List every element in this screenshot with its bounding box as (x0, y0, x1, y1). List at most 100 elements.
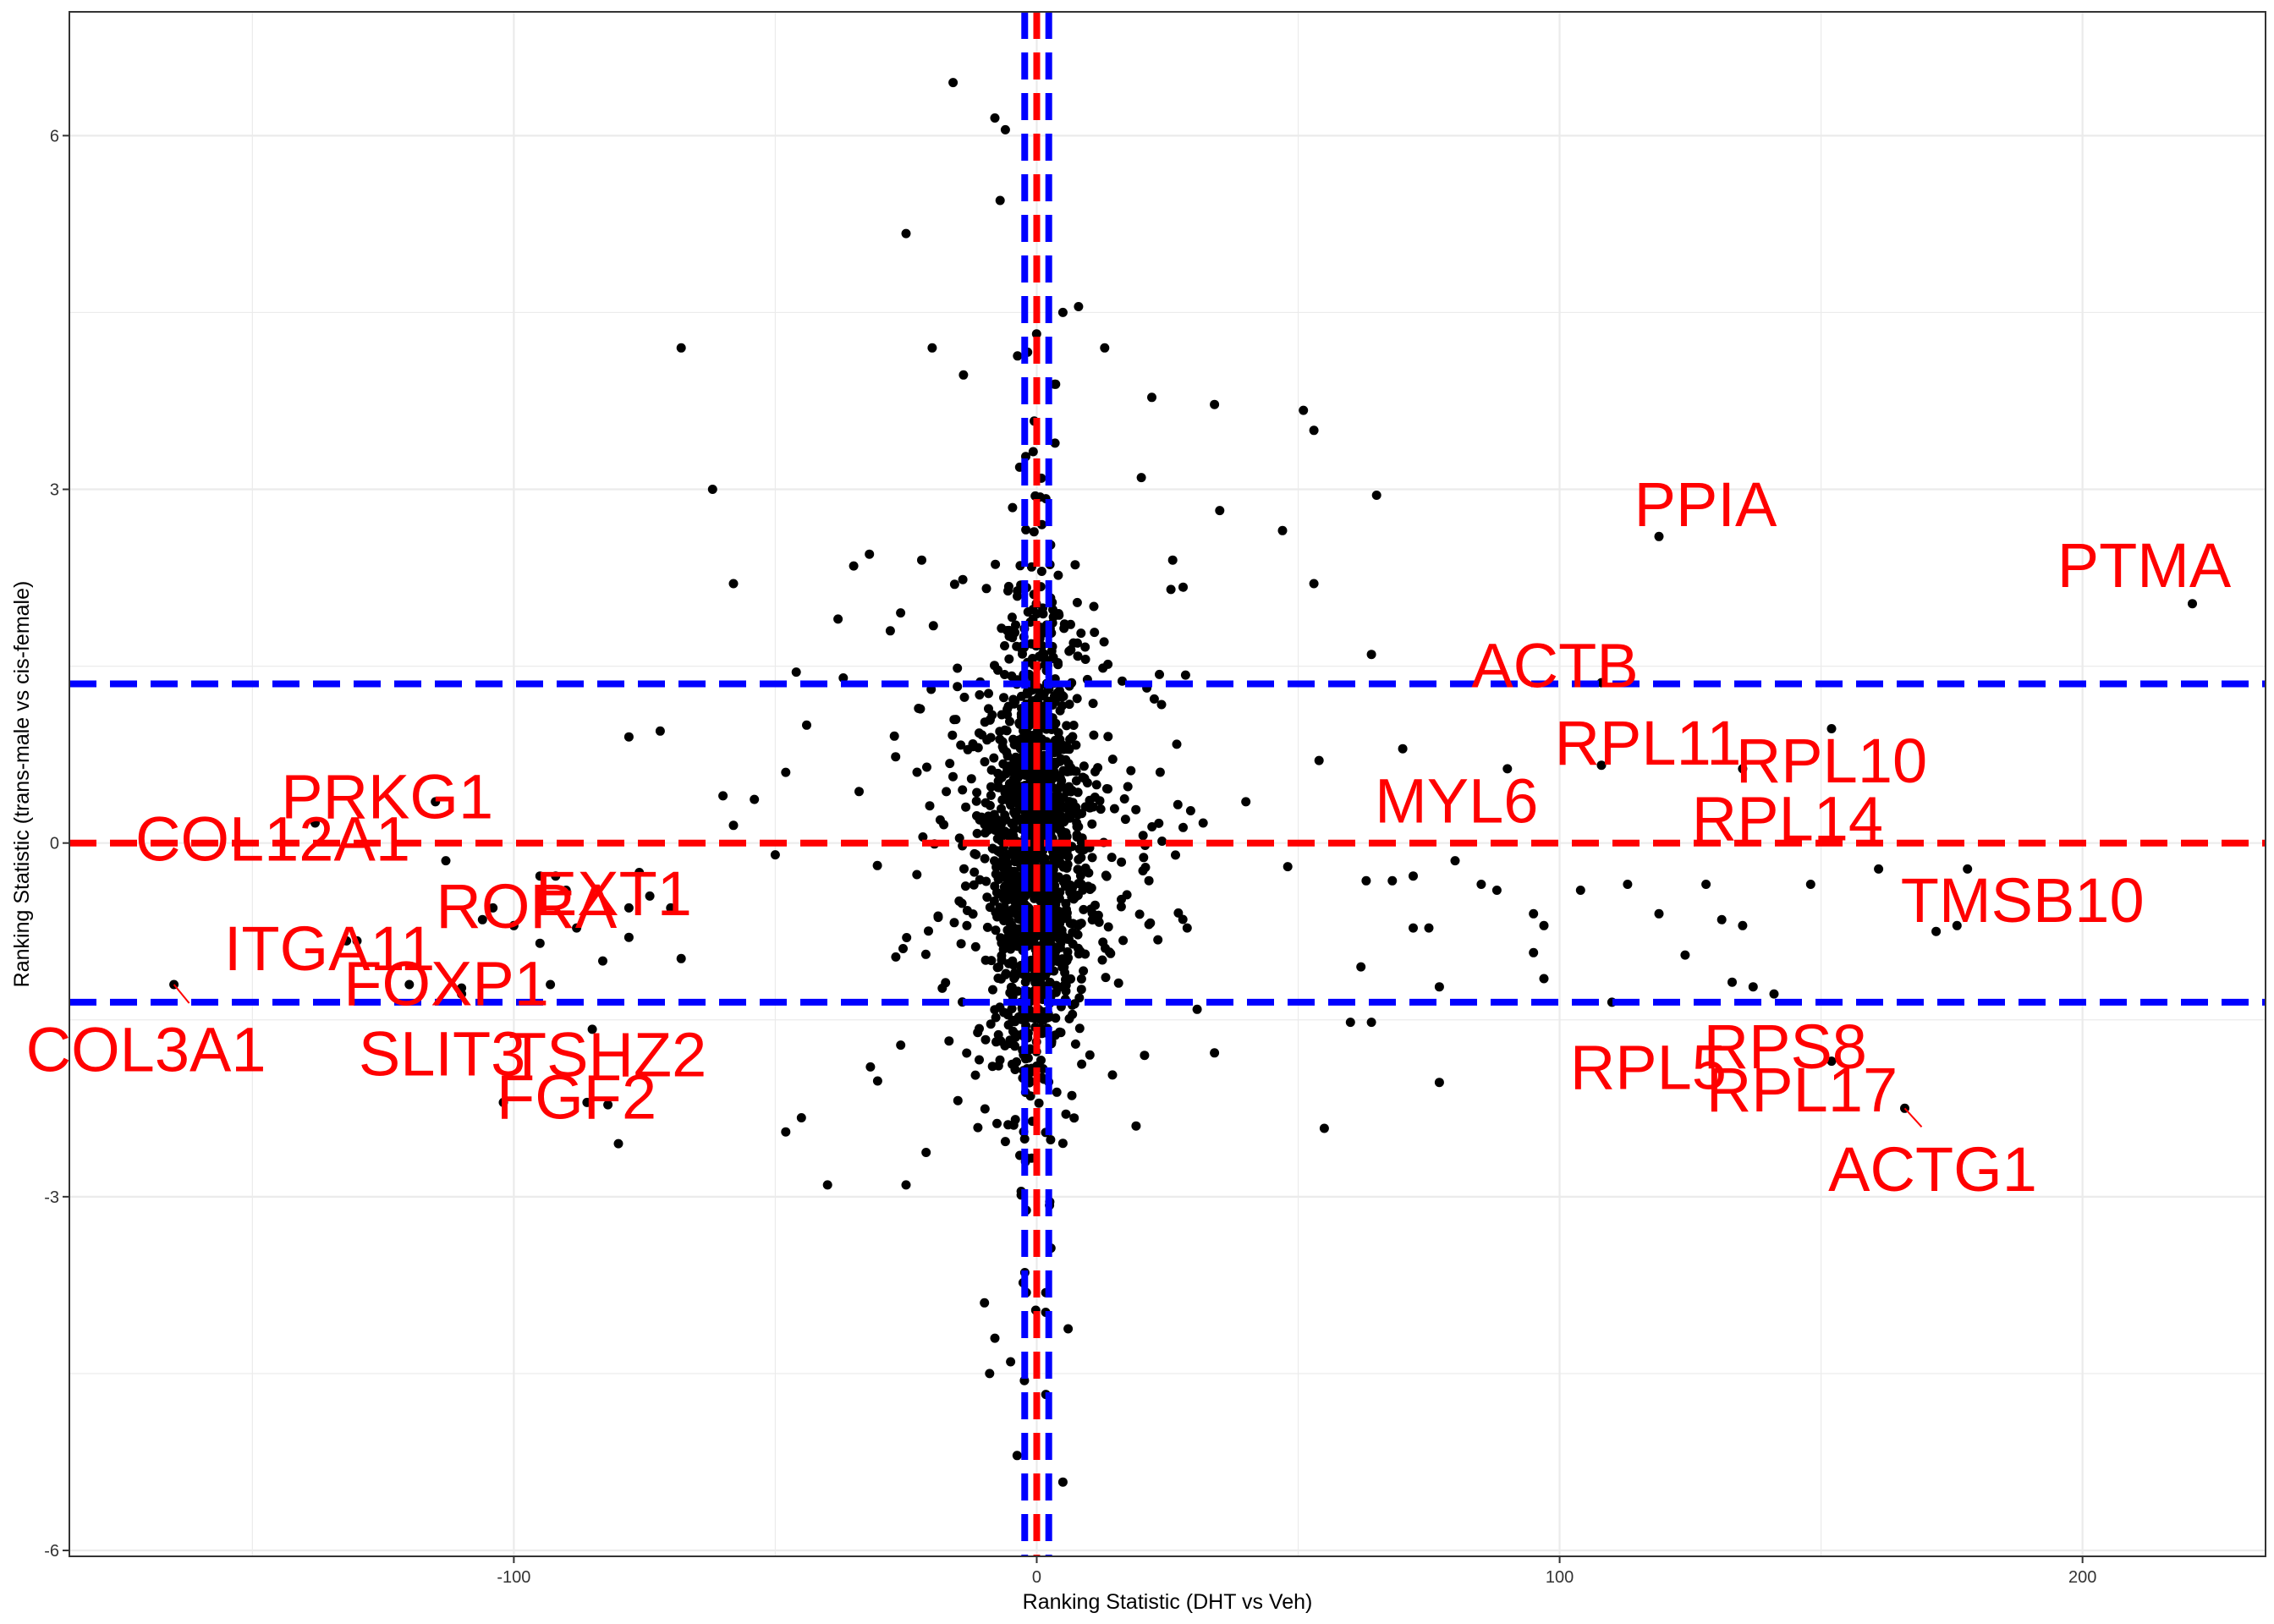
data-point (1085, 1050, 1095, 1060)
data-point (982, 892, 992, 903)
data-point (1173, 799, 1183, 809)
data-point (1049, 691, 1059, 701)
data-point (953, 682, 963, 692)
data-point (1086, 904, 1096, 914)
data-point (1139, 853, 1149, 863)
data-point (959, 864, 969, 874)
data-point (999, 693, 1008, 703)
data-point (1070, 560, 1080, 570)
data-point (676, 343, 686, 353)
data-point (975, 690, 985, 700)
gene-label: RORA (436, 871, 617, 941)
data-point (1087, 853, 1097, 863)
data-point (901, 1180, 911, 1190)
data-point (1055, 705, 1065, 716)
data-point (1155, 767, 1165, 777)
data-point (990, 856, 999, 866)
gene-label: ITGA11 (224, 914, 436, 984)
data-point (986, 732, 996, 743)
data-point (1134, 909, 1145, 919)
data-point (1076, 974, 1086, 984)
data-point (546, 979, 556, 990)
data-point (1210, 399, 1220, 409)
data-point (980, 1104, 990, 1114)
data-point (986, 790, 996, 800)
data-point (613, 1138, 623, 1149)
data-point (1434, 1078, 1444, 1088)
data-point (1073, 930, 1083, 940)
data-point (953, 663, 963, 673)
data-point (1074, 993, 1085, 1003)
data-point (960, 881, 970, 892)
data-point (1063, 852, 1074, 862)
data-point (1046, 1135, 1056, 1144)
data-point (781, 1127, 791, 1137)
data-point (1008, 904, 1018, 914)
data-point (645, 891, 655, 901)
data-point (997, 829, 1007, 838)
data-point (1077, 809, 1087, 819)
data-point (1009, 971, 1019, 981)
data-point (1654, 531, 1664, 541)
data-point (1107, 754, 1118, 765)
gene-label: TMSB10 (1901, 865, 2145, 935)
data-point (781, 767, 791, 777)
data-point (1012, 1030, 1022, 1040)
data-point (1167, 555, 1178, 565)
data-point (1062, 744, 1072, 754)
data-point (959, 692, 969, 702)
data-point (854, 787, 864, 797)
data-point (1409, 923, 1418, 933)
data-point (1028, 447, 1038, 457)
gene-label: ACTB (1471, 631, 1638, 701)
data-point (1066, 787, 1076, 797)
data-point (1185, 806, 1195, 815)
data-point (1079, 966, 1089, 976)
data-point (1387, 875, 1398, 886)
data-point (1008, 960, 1019, 970)
data-point (1701, 880, 1711, 889)
data-point (995, 1002, 1005, 1012)
data-point (1138, 866, 1148, 875)
data-point (1057, 829, 1067, 839)
data-point (1050, 438, 1060, 448)
data-point (917, 555, 926, 565)
data-point (1008, 1120, 1019, 1130)
data-point (973, 1122, 983, 1133)
panel-border (69, 11, 2266, 1557)
data-point (1070, 1039, 1080, 1049)
data-point (1036, 567, 1046, 576)
data-point (891, 952, 901, 962)
data-point (992, 912, 1002, 922)
data-point (770, 850, 780, 860)
data-point (1051, 987, 1061, 997)
data-point (1103, 732, 1113, 742)
data-point (676, 953, 686, 963)
data-point (1093, 910, 1103, 920)
data-point (1005, 919, 1015, 929)
y-tick-label: -6 (44, 1542, 59, 1561)
data-point (981, 584, 991, 594)
data-point (1004, 761, 1014, 771)
data-point (1000, 670, 1009, 679)
data-point (1022, 931, 1032, 941)
gene-label: RPL11 (1555, 708, 1742, 778)
data-point (971, 796, 981, 806)
data-point (902, 933, 912, 942)
data-point (1002, 726, 1012, 736)
data-point (1434, 982, 1444, 992)
data-point (1529, 908, 1539, 919)
data-point (1424, 923, 1434, 933)
data-point (1450, 856, 1460, 866)
data-point (921, 1148, 931, 1157)
data-point (972, 787, 982, 798)
data-point (838, 673, 849, 683)
data-point (1299, 405, 1309, 415)
data-point (1070, 892, 1080, 903)
data-point (1001, 769, 1011, 779)
data-point (987, 1062, 997, 1072)
data-point (1002, 884, 1012, 894)
data-point (1025, 848, 1035, 858)
data-point (993, 820, 1003, 831)
data-point (1071, 776, 1081, 786)
